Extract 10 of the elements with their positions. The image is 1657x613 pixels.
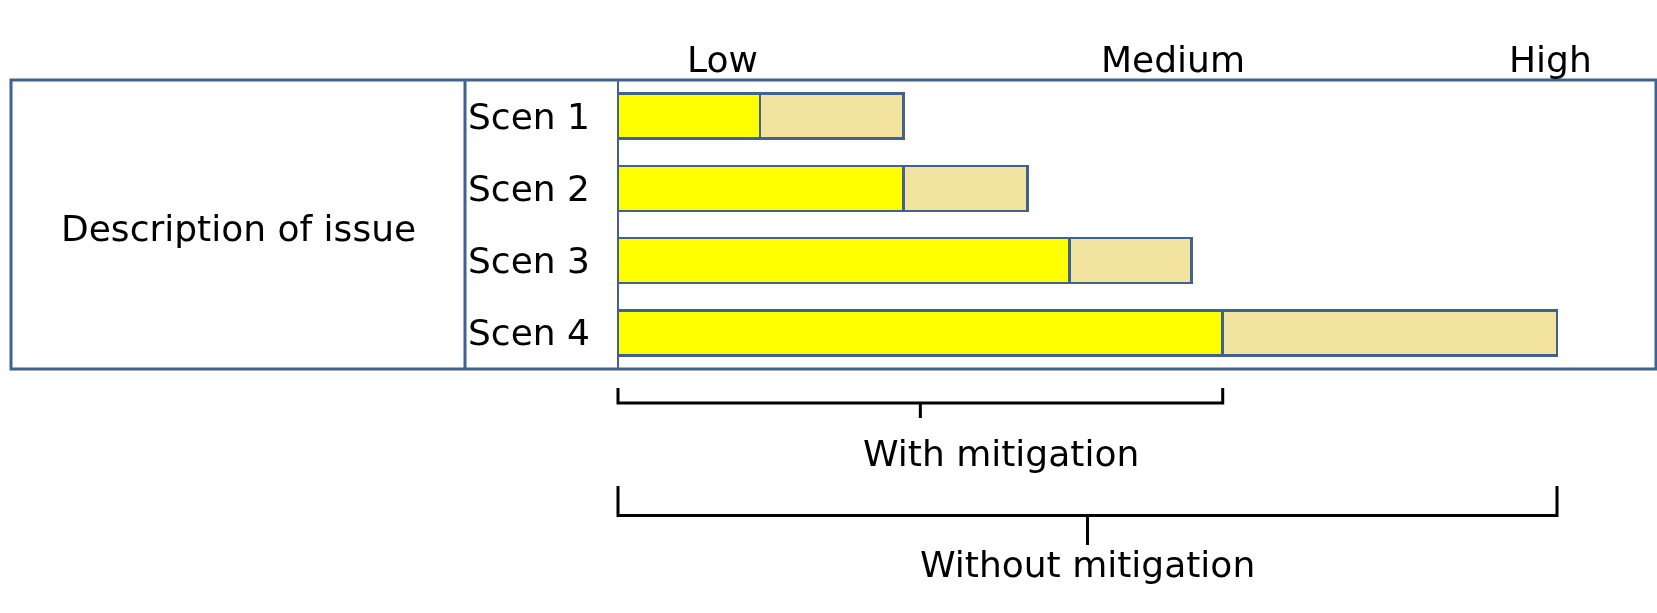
annotation: Low xyxy=(687,39,758,80)
annotation: Medium xyxy=(1101,39,1245,80)
text: With mitigation xyxy=(863,433,1140,474)
annotation: High xyxy=(1509,39,1592,80)
y-tick-label: Scen 3 xyxy=(468,240,590,282)
y-tick-label: Scen 4 xyxy=(468,312,590,354)
text: Without mitigation xyxy=(920,544,1256,585)
y-tick-label: Scen 1 xyxy=(468,95,590,137)
y-tick-label: Scen 2 xyxy=(468,167,590,209)
y-axis-title: Description of issue xyxy=(61,208,417,249)
